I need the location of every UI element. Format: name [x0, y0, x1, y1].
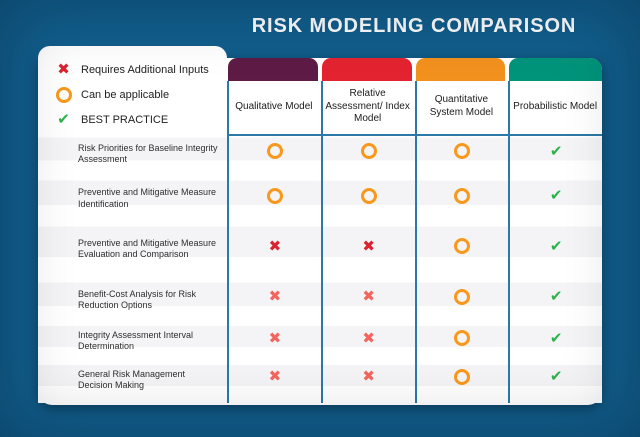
- column-bar: [509, 58, 602, 81]
- check-icon: ✔: [57, 110, 70, 128]
- table-cell: [414, 136, 509, 180]
- table-row: General Risk Management Decision Making …: [38, 363, 602, 403]
- cross-icon: ✖: [362, 328, 375, 347]
- cross-icon: ✖: [268, 236, 282, 255]
- cross-icon: ✖: [268, 287, 282, 306]
- legend-label: BEST PRACTICE: [81, 113, 169, 126]
- table-row: Integrity Assessment Interval Determinat…: [38, 325, 602, 364]
- table-cell: ✖: [320, 325, 415, 364]
- table-cell: [320, 136, 415, 180]
- row-label: Benefit-Cost Analysis for Risk Reduction…: [78, 288, 197, 310]
- column-bar: [321, 58, 412, 81]
- table-cell: ✖: [227, 224, 321, 282]
- table-cell: ✔: [508, 281, 602, 326]
- legend-label: Can be applicable: [81, 88, 170, 101]
- column-label: Relative Assessment/ Index Model: [325, 87, 410, 125]
- circle-icon: [55, 86, 72, 103]
- circle-icon: [266, 187, 283, 204]
- table-cell: [227, 179, 321, 225]
- table-cell: ✔: [508, 325, 602, 364]
- cross-icon: ✖: [268, 328, 282, 347]
- circle-icon: [454, 238, 471, 255]
- cross-icon: ✖: [362, 367, 375, 386]
- column-header-relative: Relative Assessment/ Index Model: [320, 58, 415, 134]
- table-cell: ✔: [508, 224, 602, 282]
- table-cell: [414, 325, 509, 364]
- table-cell: [414, 281, 509, 326]
- table-cell: [414, 363, 509, 403]
- circle-icon: [360, 187, 377, 204]
- row-label: Preventive and Mitigative Measure Evalua…: [78, 238, 217, 260]
- table-cell: ✔: [508, 179, 602, 225]
- row-label: Preventive and Mitigative Measure Identi…: [78, 187, 217, 209]
- legend-icon-slot: [55, 86, 72, 103]
- table-cell: ✔: [508, 136, 602, 180]
- table-row: Preventive and Mitigative Measure Evalua…: [38, 224, 602, 282]
- circle-icon: [454, 330, 471, 347]
- table-cell: [414, 224, 509, 282]
- column-bar: [228, 58, 318, 81]
- legend-item: ✖ Requires Additional Inputs: [55, 57, 227, 82]
- table-cell: ✖: [227, 325, 321, 364]
- circle-icon: [360, 143, 377, 160]
- table-cell: ✖: [320, 281, 415, 326]
- column-header-qualitative: Qualitative Model: [227, 58, 321, 134]
- table-cell: ✖: [320, 224, 415, 282]
- table-cell: ✔: [508, 363, 602, 403]
- check-icon: ✔: [549, 186, 563, 204]
- table-cell: ✖: [320, 363, 415, 403]
- column-label: Probabilistic Model: [513, 100, 598, 112]
- cross-icon: ✖: [57, 60, 70, 78]
- table-cell: [414, 179, 509, 225]
- table-row: Risk Priorities for Baseline Integrity A…: [38, 136, 602, 180]
- page-title: RISK MODELING COMPARISON: [251, 15, 577, 37]
- table-cell: [320, 179, 415, 225]
- legend-item: Can be applicable: [55, 82, 227, 107]
- row-label: Risk Priorities for Baseline Integrity A…: [78, 142, 218, 165]
- column-header-quantitative: Quantitative System Model: [414, 58, 509, 134]
- row-label: General Risk Management Decision Making: [78, 368, 186, 390]
- cross-icon: ✖: [362, 236, 375, 255]
- check-icon: ✔: [549, 367, 563, 386]
- table-header: Qualitative Model Relative Assessment/ I…: [38, 58, 602, 136]
- table-cell: [227, 136, 321, 180]
- legend-icon-slot: ✖: [55, 62, 72, 77]
- check-icon: ✔: [549, 236, 563, 255]
- column-bar: [415, 58, 506, 81]
- legend-item: ✔ BEST PRACTICE: [55, 107, 227, 132]
- row-label: Integrity Assessment Interval Determinat…: [78, 329, 194, 352]
- table-row: Preventive and Mitigative Measure Identi…: [38, 179, 602, 225]
- table-body: Risk Priorities for Baseline Integrity A…: [38, 136, 602, 403]
- table-row: Benefit-Cost Analysis for Risk Reduction…: [38, 281, 602, 326]
- comparison-table: ✖ Requires Additional Inputs Can be applic…: [38, 46, 602, 405]
- column-label: Quantitative System Model: [429, 94, 494, 118]
- circle-icon: [454, 187, 471, 204]
- circle-icon: [454, 143, 471, 160]
- circle-icon: [454, 368, 471, 385]
- table-cell: ✖: [227, 363, 321, 403]
- legend-card: ✖ Requires Additional Inputs Can be applic…: [38, 46, 227, 136]
- column-header-probabilistic: Probabilistic Model: [508, 58, 602, 134]
- column-label: Qualitative Model: [235, 100, 313, 112]
- cross-icon: ✖: [268, 367, 282, 386]
- check-icon: ✔: [549, 141, 563, 160]
- legend-icon-slot: ✔: [55, 112, 72, 127]
- check-icon: ✔: [549, 328, 563, 347]
- circle-icon: [266, 143, 283, 160]
- cross-icon: ✖: [362, 287, 375, 306]
- table-cell: ✖: [227, 281, 321, 326]
- legend-label: Requires Additional Inputs: [81, 63, 209, 76]
- check-icon: ✔: [549, 287, 563, 306]
- circle-icon: [454, 288, 471, 305]
